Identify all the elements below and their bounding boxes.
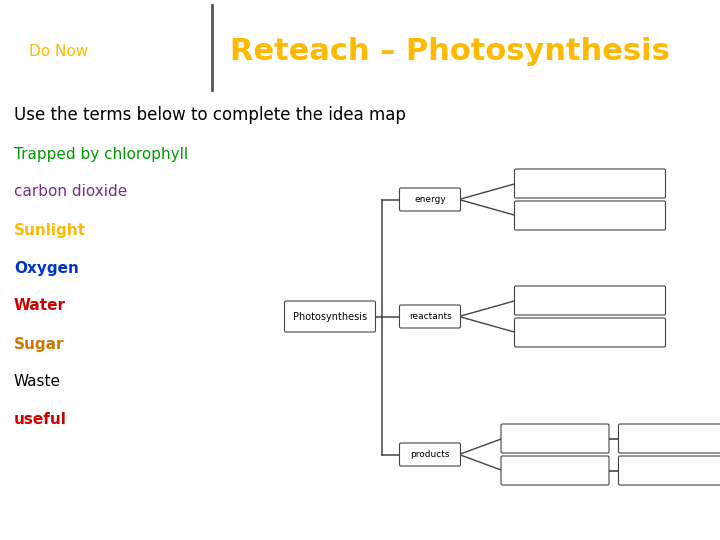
FancyBboxPatch shape (515, 169, 665, 198)
FancyBboxPatch shape (501, 424, 609, 453)
Text: energy: energy (414, 195, 446, 204)
Text: products: products (410, 450, 450, 459)
FancyBboxPatch shape (501, 456, 609, 485)
Text: Reteach – Photosynthesis: Reteach – Photosynthesis (230, 37, 670, 66)
Text: Oxygen: Oxygen (14, 260, 79, 275)
Text: reactants: reactants (409, 312, 451, 321)
FancyBboxPatch shape (515, 318, 665, 347)
FancyBboxPatch shape (618, 456, 720, 485)
Text: Do Now: Do Now (29, 44, 88, 59)
FancyBboxPatch shape (515, 201, 665, 230)
FancyBboxPatch shape (618, 424, 720, 453)
FancyBboxPatch shape (400, 188, 461, 211)
Text: Use the terms below to complete the idea map: Use the terms below to complete the idea… (14, 106, 406, 125)
Text: Photosynthesis: Photosynthesis (293, 312, 367, 321)
FancyBboxPatch shape (400, 443, 461, 466)
Text: useful: useful (14, 413, 67, 428)
Text: Sugar: Sugar (14, 336, 65, 352)
Text: Waste: Waste (14, 375, 61, 389)
Text: Trapped by chlorophyll: Trapped by chlorophyll (14, 146, 188, 161)
Text: Sunlight: Sunlight (14, 222, 86, 238)
FancyBboxPatch shape (284, 301, 376, 332)
FancyBboxPatch shape (515, 286, 665, 315)
Text: Water: Water (14, 299, 66, 314)
Text: carbon dioxide: carbon dioxide (14, 185, 127, 199)
FancyBboxPatch shape (400, 305, 461, 328)
